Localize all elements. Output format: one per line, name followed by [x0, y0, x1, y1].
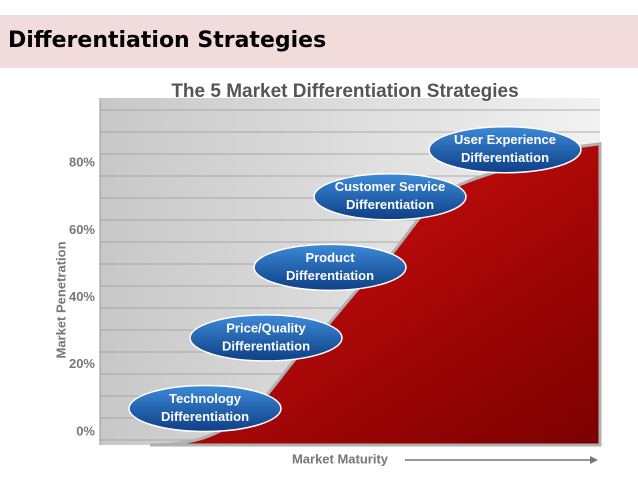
y-axis-label: Market Penetration — [53, 241, 68, 358]
strategy-label: Differentiation — [346, 197, 434, 212]
strategy-label: Differentiation — [161, 409, 249, 424]
arrow-head — [590, 456, 598, 464]
chart-title: The 5 Market Differentiation Strategies — [171, 81, 518, 102]
strategy-label: Differentiation — [286, 268, 374, 283]
strategy-bubble — [189, 314, 343, 362]
header: Differentiation Strategies — [0, 15, 638, 68]
y-tick-label: 60% — [69, 222, 95, 237]
strategy-label: Differentiation — [461, 150, 549, 165]
y-tick-label: 20% — [69, 356, 95, 371]
strategy-label: Product — [305, 250, 355, 265]
x-axis-label: Market Maturity — [292, 451, 389, 466]
y-tick-label: 80% — [69, 155, 95, 170]
strategy-bubble — [128, 384, 282, 433]
strategy-label: Customer Service — [335, 179, 446, 194]
strategy-label: Price/Quality — [226, 320, 306, 335]
strategy-bubble — [313, 173, 467, 221]
strategy-label: User Experience — [454, 132, 556, 147]
strategy-label: Differentiation — [222, 338, 310, 353]
strategy-label: Technology — [169, 391, 242, 406]
strategy-bubble — [253, 243, 407, 292]
strategy-bubble — [428, 126, 582, 174]
y-tick-label: 40% — [69, 289, 95, 304]
y-tick-label: 0% — [76, 423, 95, 438]
header-title: Differentiation Strategies — [8, 28, 327, 53]
